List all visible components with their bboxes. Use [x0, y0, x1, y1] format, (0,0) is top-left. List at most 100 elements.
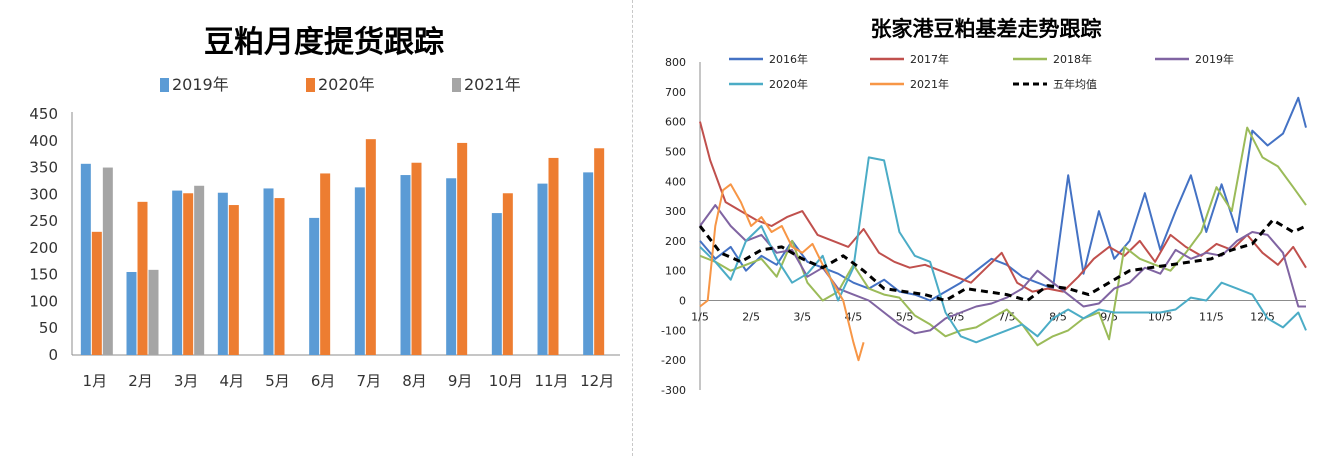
- bar-legend-label: 2021年: [464, 75, 521, 94]
- bar: [320, 173, 331, 355]
- bar: [148, 269, 159, 355]
- line-y-tick-label: 0: [679, 295, 686, 308]
- bar: [137, 201, 148, 355]
- series-line: [698, 218, 1307, 302]
- series-line: [699, 156, 1307, 344]
- bar: [102, 167, 113, 355]
- bar-legend-label: 2019年: [172, 75, 229, 94]
- line-x-tick-label: 10/5: [1148, 311, 1173, 324]
- bar-legend-swatch: [160, 78, 169, 92]
- bar-chart-legend: 2019年 2020年 2021年: [160, 75, 521, 94]
- bar-chart-x-axis: 1月 2月 3月 4月 5月 6月 7月 8月 9月 10月 11月 12月: [72, 354, 620, 390]
- line-y-tick-label: 400: [665, 175, 686, 188]
- line-x-tick-label: 3/5: [793, 311, 811, 324]
- bar: [365, 139, 376, 355]
- line-legend-label: 2019年: [1195, 52, 1234, 66]
- line-legend-label: 2016年: [769, 52, 808, 66]
- line-x-tick-label: 2/5: [742, 311, 760, 324]
- line-y-tick-label: 600: [665, 116, 686, 129]
- bar: [583, 172, 594, 355]
- bar: [126, 271, 137, 355]
- bar-y-tick-label: 450: [29, 105, 58, 123]
- bar: [91, 231, 102, 355]
- bar-x-tick-label: 2月: [128, 372, 153, 390]
- bar-y-tick-label: 100: [29, 292, 58, 310]
- bar: [457, 142, 468, 355]
- bar-x-tick-label: 3月: [174, 372, 199, 390]
- bar: [274, 198, 285, 355]
- line-x-tick-label: 11/5: [1199, 311, 1224, 324]
- line-legend-label: 2020年: [769, 77, 808, 91]
- bar-y-tick-label: 150: [29, 266, 58, 284]
- line-x-tick-label: 1/5: [691, 311, 709, 324]
- bar: [228, 205, 239, 355]
- bar-legend-swatch: [306, 78, 315, 92]
- bar-y-tick-label: 0: [48, 346, 58, 364]
- line-y-tick-label: 200: [665, 235, 686, 248]
- bar: [411, 162, 422, 355]
- line-legend-label: 2018年: [1053, 52, 1092, 66]
- bar: [594, 148, 605, 355]
- bar-x-tick-label: 7月: [357, 372, 382, 390]
- bar-y-tick-label: 200: [29, 239, 58, 257]
- line-legend-label: 2021年: [910, 77, 949, 91]
- line-chart-title: 张家港豆粕基差走势跟踪: [871, 17, 1102, 41]
- bar: [309, 217, 320, 355]
- bar-x-tick-label: 9月: [448, 372, 473, 390]
- line-chart-legend: 2016年 2017年 2018年 2019年 2020年 2021年 五年均值: [729, 52, 1234, 91]
- bar: [263, 188, 274, 355]
- bar-x-tick-label: 6月: [311, 372, 336, 390]
- bar-y-tick-label: 250: [29, 212, 58, 230]
- bar-y-tick-label: 350: [29, 159, 58, 177]
- line-legend-label: 2017年: [910, 52, 949, 66]
- bar-chart-panel: 豆粕月度提货跟踪 2019年 2020年 2021年 0 50 100 150 200 250…: [0, 0, 632, 456]
- bar: [183, 193, 194, 355]
- bar: [446, 178, 457, 355]
- series-line: [699, 204, 1306, 335]
- bar-y-tick-label: 300: [29, 185, 58, 203]
- line-chart-series: [698, 96, 1307, 362]
- bar-x-tick-label: 1月: [83, 372, 108, 390]
- bar-x-tick-label: 8月: [402, 372, 427, 390]
- line-y-tick-label: -300: [661, 384, 686, 397]
- line-chart-y-axis: -300 -200 -100 0 100 200 300 400 500 600 700 800: [661, 56, 701, 397]
- series-line: [699, 96, 1307, 302]
- basis-trend-line-chart: 张家港豆粕基差走势跟踪 2016年 2017年 2018年 2019年 2020年 202…: [661, 17, 1307, 397]
- bar: [502, 193, 513, 355]
- bar-x-tick-label: 11月: [534, 372, 568, 390]
- series-line: [699, 183, 865, 362]
- line-chart-x-axis: 1/5 2/5 3/5 4/5 5/5 6/5 7/5 8/5 9/5 10/5 11/5 12/5: [691, 300, 1306, 324]
- bar: [548, 157, 559, 355]
- line-y-tick-label: 500: [665, 145, 686, 158]
- bar-y-tick-label: 400: [29, 132, 58, 150]
- bar-x-tick-label: 5月: [265, 372, 290, 390]
- line-x-tick-label: 12/5: [1250, 311, 1275, 324]
- bar-legend-swatch: [452, 78, 461, 92]
- bar-chart-y-axis: 0 50 100 150 200 250 300 350 400 450: [29, 105, 73, 364]
- panel-divider: [632, 0, 633, 456]
- bar-y-tick-label: 50: [39, 319, 58, 337]
- line-chart-panel: 张家港豆粕基差走势跟踪 2016年 2017年 2018年 2019年 2020年 202…: [633, 0, 1325, 456]
- bar: [80, 163, 91, 355]
- bar-x-tick-label: 12月: [580, 372, 614, 390]
- bar: [217, 192, 228, 355]
- bar: [354, 187, 365, 355]
- bar-legend-label: 2020年: [318, 75, 375, 94]
- line-y-tick-label: 800: [665, 56, 686, 69]
- line-x-tick-label: 5/5: [896, 311, 914, 324]
- bar-x-tick-label: 10月: [489, 372, 523, 390]
- line-y-tick-label: 700: [665, 86, 686, 99]
- bar-chart-bars: [80, 139, 605, 355]
- bar: [194, 185, 205, 355]
- bar: [400, 175, 411, 355]
- line-y-tick-label: 100: [665, 265, 686, 278]
- line-y-tick-label: 300: [665, 205, 686, 218]
- monthly-delivery-bar-chart: 豆粕月度提货跟踪 2019年 2020年 2021年 0 50 100 150 200 250…: [29, 25, 620, 390]
- bar: [537, 183, 548, 355]
- bar-x-tick-label: 4月: [220, 372, 245, 390]
- line-y-tick-label: -200: [661, 354, 686, 367]
- line-legend-label: 五年均值: [1053, 77, 1097, 91]
- bar: [172, 190, 183, 355]
- line-y-tick-label: -100: [661, 324, 686, 337]
- bar-chart-title: 豆粕月度提货跟踪: [204, 25, 444, 60]
